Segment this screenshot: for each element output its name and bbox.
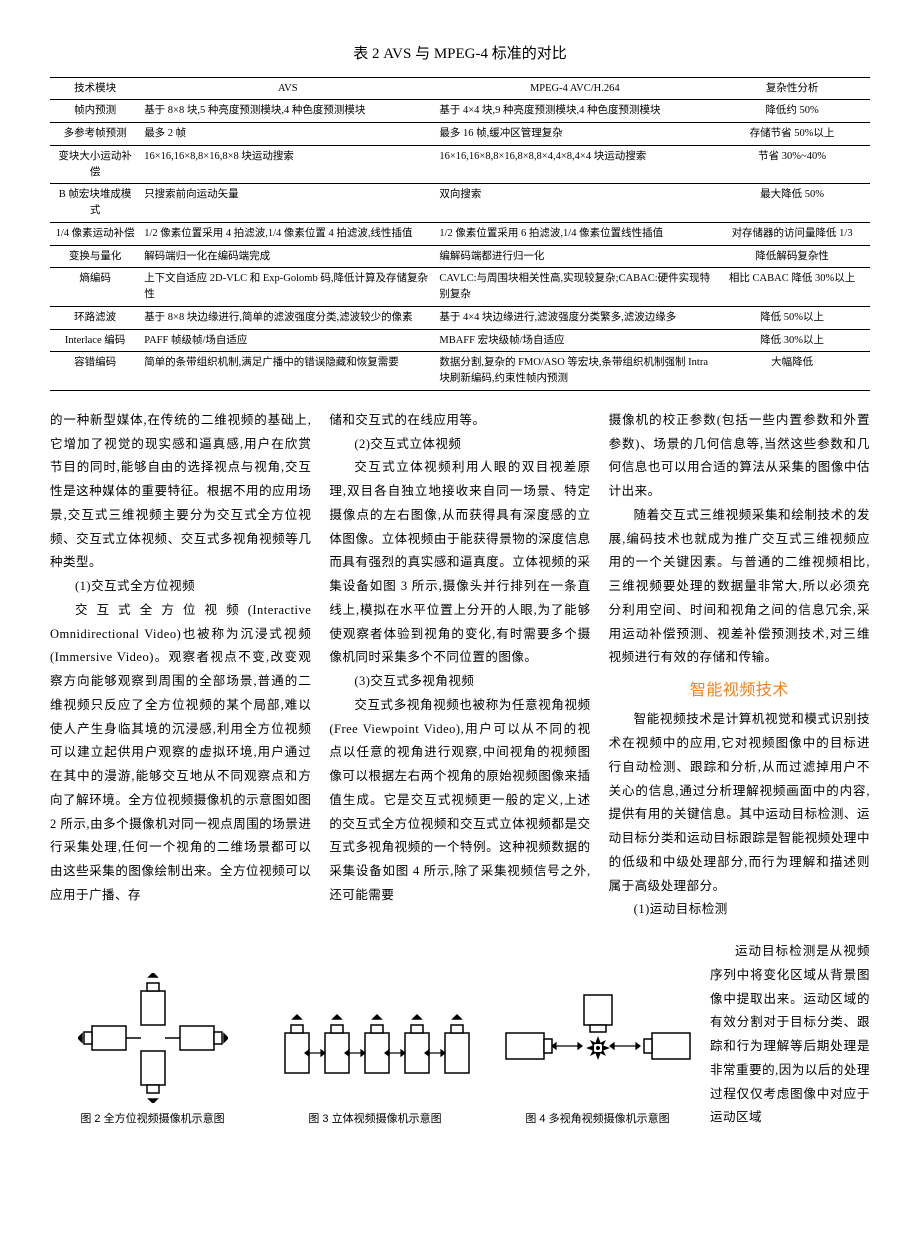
figure-caption: 图 3 立体视频摄像机示意图 xyxy=(265,1109,485,1130)
table-cell: 最多 16 帧,缓冲区管理复杂 xyxy=(435,123,714,146)
table-cell: 变换与量化 xyxy=(50,245,140,268)
table-cell: 环路滤波 xyxy=(50,306,140,329)
table-cell: 基于 4×4 块,9 种亮度预测模块,4 种色度预测模块 xyxy=(435,100,714,123)
table-row: 1/4 像素运动补偿1/2 像素位置采用 4 拍滤波,1/4 像素位置 4 拍滤… xyxy=(50,222,870,245)
table-row: 容错编码简单的条带组织机制,满足广播中的错误隐藏和恢复需要数据分割,复杂的 FM… xyxy=(50,352,870,391)
para: 运动目标检测是从视频序列中将变化区域从背景图像中提取出来。运动区域的有效分割对于… xyxy=(710,940,870,1130)
table-cell: MBAFF 宏块级帧/场自适应 xyxy=(435,329,714,352)
multiview-camera-icon xyxy=(498,993,698,1103)
table-cell: 只搜索前向运动矢量 xyxy=(140,184,435,223)
table-cell: 解码端归一化在编码端完成 xyxy=(140,245,435,268)
table-cell: 基于 8×8 块,5 种亮度预测模块,4 种色度预测模块 xyxy=(140,100,435,123)
para: 交互式多视角视频也被称为任意视角视频(Free Viewpoint Video)… xyxy=(329,694,590,908)
table-cell: 双向搜索 xyxy=(435,184,714,223)
body-columns: 的一种新型媒体,在传统的二维视频的基础上,它增加了视觉的现实感和逼真感,用户在欣… xyxy=(50,409,870,922)
figure-3: 图 3 立体视频摄像机示意图 xyxy=(265,993,485,1130)
table-row: 变换与量化解码端归一化在编码端完成编解码端都进行归一化降低解码复杂性 xyxy=(50,245,870,268)
table-row: 熵编码上下文自适应 2D-VLC 和 Exp-Golomb 码,降低计算及存储复… xyxy=(50,268,870,307)
table-cell: 变块大小运动补偿 xyxy=(50,145,140,184)
table-cell: 最多 2 帧 xyxy=(140,123,435,146)
col-header: MPEG-4 AVC/H.264 xyxy=(435,77,714,100)
para-beside-figs: 运动目标检测是从视频序列中将变化区域从背景图像中提取出来。运动区域的有效分割对于… xyxy=(710,940,870,1130)
table-cell: 基于 4×4 块边缘进行,滤波强度分类繁多,滤波边缘多 xyxy=(435,306,714,329)
table-row: B 帧宏块堆成模式只搜索前向运动矢量双向搜索最大降低 50% xyxy=(50,184,870,223)
para: 交互式全方位视频(Interactive Omnidirectional Vid… xyxy=(50,599,311,908)
table-cell: 相比 CABAC 降低 30%以上 xyxy=(714,268,870,307)
table-cell: Interlace 编码 xyxy=(50,329,140,352)
table-cell: B 帧宏块堆成模式 xyxy=(50,184,140,223)
para: 交互式立体视频利用人眼的双目视差原理,双目各自独立地接收来自同一场景、特定摄像点… xyxy=(329,456,590,670)
section-title: 智能视频技术 xyxy=(609,676,870,706)
figure-caption: 图 4 多视角视频摄像机示意图 xyxy=(495,1109,700,1130)
para: 随着交互式三维视频采集和绘制技术的发展,编码技术也就成为推广交互式三维视频应用的… xyxy=(609,504,870,670)
table-cell: 1/2 像素位置采用 4 拍滤波,1/4 像素位置 4 拍滤波,线性插值 xyxy=(140,222,435,245)
omnidirectional-camera-icon xyxy=(78,973,228,1103)
table-cell: 大幅降低 xyxy=(714,352,870,391)
col-header: 技术模块 xyxy=(50,77,140,100)
table-cell: 基于 8×8 块边缘进行,简单的滤波强度分类,滤波较少的像素 xyxy=(140,306,435,329)
table-row: 变块大小运动补偿16×16,16×8,8×16,8×8 块运动搜索16×16,1… xyxy=(50,145,870,184)
subhead: (1)运动目标检测 xyxy=(609,898,870,922)
figure-caption: 图 2 全方位视频摄像机示意图 xyxy=(50,1109,255,1130)
table-cell: 16×16,16×8,8×16,8×8,8×4,4×8,4×4 块运动搜索 xyxy=(435,145,714,184)
table-cell: 最大降低 50% xyxy=(714,184,870,223)
table-cell: 简单的条带组织机制,满足广播中的错误隐藏和恢复需要 xyxy=(140,352,435,391)
para: 智能视频技术是计算机视觉和模式识别技术在视频中的应用,它对视频图像中的目标进行自… xyxy=(609,708,870,898)
para: 的一种新型媒体,在传统的二维视频的基础上,它增加了视觉的现实感和逼真感,用户在欣… xyxy=(50,409,311,575)
table-title: 表 2 AVS 与 MPEG-4 标准的对比 xyxy=(50,40,870,69)
table-header-row: 技术模块 AVS MPEG-4 AVC/H.264 复杂性分析 xyxy=(50,77,870,100)
table-cell: 降低 30%以上 xyxy=(714,329,870,352)
table-row: 帧内预测基于 8×8 块,5 种亮度预测模块,4 种色度预测模块基于 4×4 块… xyxy=(50,100,870,123)
para: 储和交互式的在线应用等。 xyxy=(329,409,590,433)
stereo-camera-icon xyxy=(265,993,485,1103)
table-cell: 容错编码 xyxy=(50,352,140,391)
table-cell: 16×16,16×8,8×16,8×8 块运动搜索 xyxy=(140,145,435,184)
table-cell: 对存储器的访问量降低 1/3 xyxy=(714,222,870,245)
table-row: 多参考帧预测最多 2 帧最多 16 帧,缓冲区管理复杂存储节省 50%以上 xyxy=(50,123,870,146)
comparison-table: 技术模块 AVS MPEG-4 AVC/H.264 复杂性分析 帧内预测基于 8… xyxy=(50,77,870,391)
table-cell: 1/2 像素位置采用 6 拍滤波,1/4 像素位置线性插值 xyxy=(435,222,714,245)
table-cell: 数据分割,复杂的 FMO/ASO 等宏块,条带组织机制强制 Intra 块刷新编… xyxy=(435,352,714,391)
para: 摄像机的校正参数(包括一些内置参数和外置参数)、场景的几何信息等,当然这些参数和… xyxy=(609,409,870,504)
col-header: 复杂性分析 xyxy=(714,77,870,100)
table-cell: 存储节省 50%以上 xyxy=(714,123,870,146)
table-cell: 降低解码复杂性 xyxy=(714,245,870,268)
figure-4: 图 4 多视角视频摄像机示意图 xyxy=(495,993,700,1130)
figure-row: 图 2 全方位视频摄像机示意图 图 3 立体视频摄像机示意图 xyxy=(50,940,870,1130)
table-cell: CAVLC:与周围块相关性高,实现较复杂;CABAC:硬件实现特别复杂 xyxy=(435,268,714,307)
table-cell: 降低约 50% xyxy=(714,100,870,123)
table-cell: 上下文自适应 2D-VLC 和 Exp-Golomb 码,降低计算及存储复杂性 xyxy=(140,268,435,307)
subhead: (1)交互式全方位视频 xyxy=(50,575,311,599)
table-cell: PAFF 帧级帧/场自适应 xyxy=(140,329,435,352)
subhead: (2)交互式立体视频 xyxy=(329,433,590,457)
table-cell: 帧内预测 xyxy=(50,100,140,123)
col-header: AVS xyxy=(140,77,435,100)
table-cell: 节省 30%~40% xyxy=(714,145,870,184)
table-cell: 降低 50%以上 xyxy=(714,306,870,329)
table-cell: 1/4 像素运动补偿 xyxy=(50,222,140,245)
figure-2: 图 2 全方位视频摄像机示意图 xyxy=(50,973,255,1130)
table-cell: 熵编码 xyxy=(50,268,140,307)
table-row: 环路滤波基于 8×8 块边缘进行,简单的滤波强度分类,滤波较少的像素基于 4×4… xyxy=(50,306,870,329)
table-row: Interlace 编码PAFF 帧级帧/场自适应MBAFF 宏块级帧/场自适应… xyxy=(50,329,870,352)
table-cell: 编解码端都进行归一化 xyxy=(435,245,714,268)
subhead: (3)交互式多视角视频 xyxy=(329,670,590,694)
table-cell: 多参考帧预测 xyxy=(50,123,140,146)
